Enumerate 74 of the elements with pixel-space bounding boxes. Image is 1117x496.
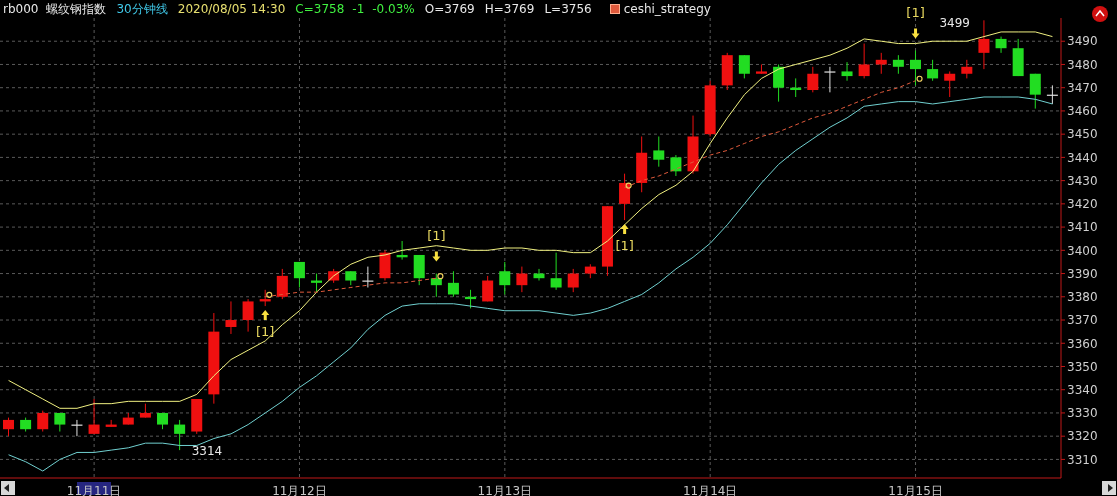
candlestick [37,410,49,433]
annotation: [1] [906,4,925,20]
y-tick-label: 3480 [1067,57,1098,72]
candlestick [858,43,870,79]
annotation: [1] [427,227,446,243]
text: O=3769 [424,2,475,16]
candlestick [88,398,100,435]
candlestick [619,173,631,221]
y-tick-label: 3460 [1067,104,1098,119]
y-tick-label: 3310 [1067,452,1098,467]
candlestick [824,66,836,93]
annotation: [1] [256,324,275,340]
text: C=3758 [295,2,345,16]
y-tick-label: 3350 [1067,359,1098,374]
y-tick-label: 3340 [1067,382,1098,397]
candlestick [430,273,442,298]
text: -1 [352,2,365,16]
annotation: [1] [615,238,634,254]
candlestick [909,50,921,86]
candlestick [1029,73,1041,110]
line-series [8,96,1053,472]
candlestick [293,261,305,288]
annotation: 3499 [939,16,970,31]
candlestick [567,268,579,293]
text: 30分钟线 [116,0,168,18]
text: 2020/08/05 14:30 [177,2,286,16]
y-tick-label: 3360 [1067,336,1098,351]
text: H=3769 [484,2,535,16]
y-tick-label: 3490 [1067,34,1098,49]
candlestick [413,254,425,286]
x-tick-label: 11月13日 [477,483,533,496]
candlestick [892,54,904,75]
line-series [8,31,1053,409]
y-tick-label: 3470 [1067,80,1098,95]
candlestick [738,54,750,79]
candlestick [978,19,990,70]
candlestick [516,266,528,293]
candlestick [807,66,819,93]
candlestick [653,135,665,168]
candlestick [841,61,853,82]
candlestick [944,70,956,98]
y-tick-label: 3380 [1067,290,1098,305]
candlestick [550,252,562,291]
annotation: 3314 [191,444,223,459]
x-tick-label: 11月12日 [272,483,327,496]
candlestick [482,275,494,302]
x-tick-label: 11月15日 [888,483,943,496]
y-tick-label: 3400 [1067,243,1098,258]
x-tick-label: 11月14日 [682,483,738,496]
candlestick [961,59,973,79]
y-tick-label: 3410 [1067,220,1098,235]
chart-title: rb000 [3,2,39,16]
y-tick-label: 3390 [1067,266,1098,281]
candlestick [225,300,237,335]
candlestick [927,59,939,82]
text: -0.03% [372,2,415,16]
candlestick [447,270,459,298]
candlestick [3,417,14,437]
candlestick [670,154,682,177]
text: L=3756 [544,2,592,16]
chart-subtitle: 螺纹钢指数 [46,0,107,18]
y-tick-label: 3420 [1067,197,1098,212]
y-tick-label: 3320 [1067,429,1098,444]
y-tick-label: 3430 [1067,173,1098,188]
y-tick-label: 3440 [1067,150,1098,165]
candlestick [242,298,254,333]
candlestick [773,63,785,103]
y-tick-label: 3370 [1067,313,1098,328]
y-tick-label: 3450 [1067,127,1098,142]
candlestick [276,268,288,300]
candlestick [174,419,186,451]
legend-label: ceshi_strategy [623,2,711,16]
y-tick-label: 3330 [1067,406,1098,421]
candlestick [499,261,511,295]
